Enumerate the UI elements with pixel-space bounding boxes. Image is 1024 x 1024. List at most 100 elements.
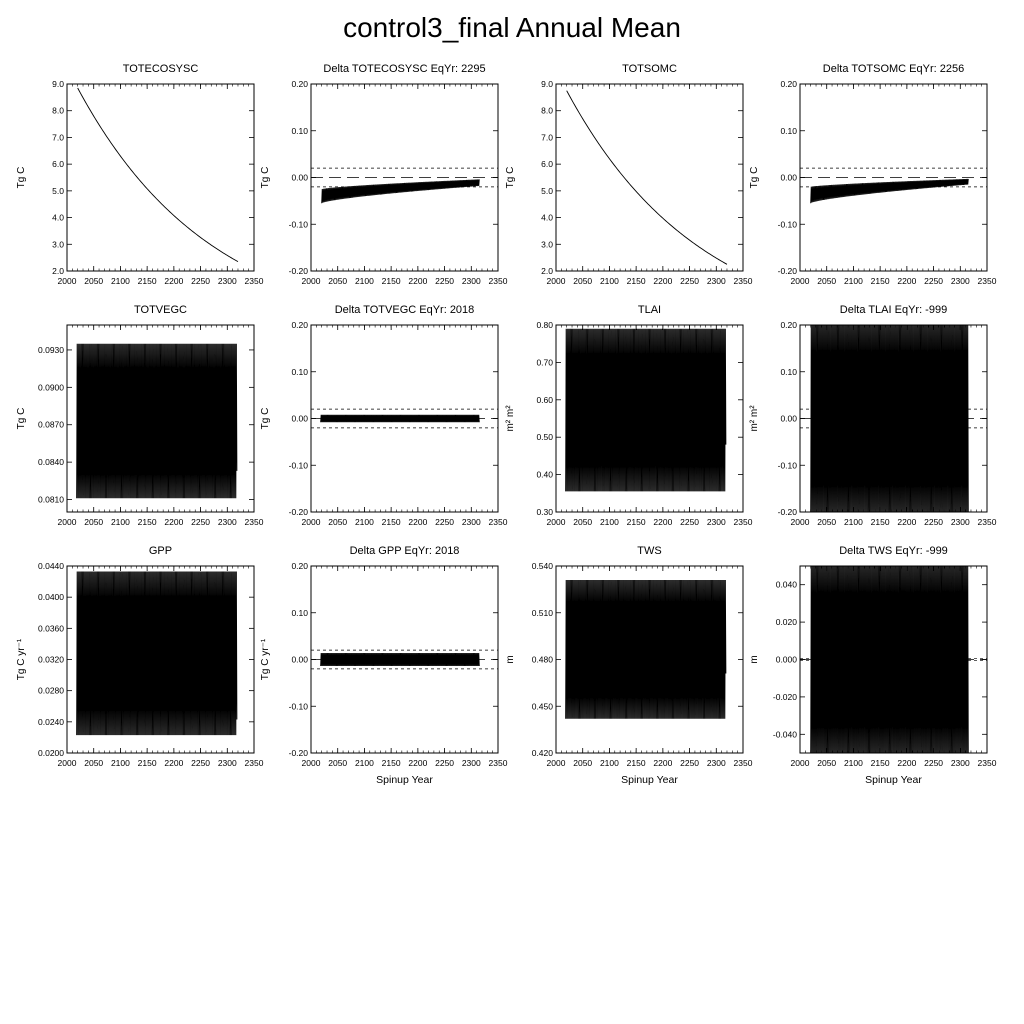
plot-area <box>77 87 239 263</box>
x-tick-label: 2200 <box>408 758 427 768</box>
y-tick-label: 0.20 <box>291 79 308 89</box>
data-series <box>810 566 969 753</box>
x-tick-label: 2150 <box>871 517 890 527</box>
panel-4: TOTVEGC 2000 2050 2100 2150 2200 2250 2300 2350 0… <box>16 304 264 527</box>
y-tick-label: 0.00 <box>291 414 308 424</box>
panel-title: Delta TOTVEGC EqYr: 2018 <box>335 304 475 316</box>
x-tick-label: 2200 <box>164 517 183 527</box>
x-tick-label: 2200 <box>653 517 672 527</box>
y-tick-label: 0.00 <box>291 655 308 665</box>
plot-frame <box>555 83 744 272</box>
data-series <box>810 325 969 512</box>
x-tick-label: 2150 <box>627 517 646 527</box>
x-tick-label: 2250 <box>924 276 943 286</box>
y-axis-label: Tg C <box>16 408 27 430</box>
y-tick-label: -0.20 <box>778 507 798 517</box>
x-tick-label: 2150 <box>627 758 646 768</box>
panel-title: Delta TOTECOSYSC EqYr: 2295 <box>323 63 485 75</box>
x-tick-label: 2100 <box>111 758 130 768</box>
x-tick-label: 2300 <box>707 276 726 286</box>
y-tick-label: 0.040 <box>776 580 798 590</box>
x-tick-label: 2300 <box>462 517 481 527</box>
plot-area <box>565 328 727 492</box>
y-tick-label: 0.20 <box>780 320 797 330</box>
x-axis-label: Spinup Year <box>865 774 922 786</box>
panel-title: GPP <box>149 545 172 557</box>
y-tick-label: 0.0440 <box>38 561 64 571</box>
x-tick-label: 2350 <box>489 758 508 768</box>
x-tick-label: 2000 <box>547 758 566 768</box>
x-tick-label: 2000 <box>547 517 566 527</box>
x-tick-label: 2000 <box>302 758 321 768</box>
x-tick-label: 2300 <box>951 517 970 527</box>
data-series <box>320 652 480 667</box>
x-tick-label: 2350 <box>245 276 264 286</box>
x-tick-label: 2350 <box>734 517 753 527</box>
y-tick-label: 0.0200 <box>38 748 64 758</box>
y-tick-label: 0.10 <box>780 126 797 136</box>
y-tick-label: 7.0 <box>541 132 553 142</box>
x-tick-label: 2350 <box>245 758 264 768</box>
x-tick-label: 2150 <box>382 276 401 286</box>
x-tick-label: 2100 <box>355 517 374 527</box>
panel-7: Delta TLAI EqYr: -999 2000 2050 2100 2150 220… <box>749 304 997 527</box>
y-tick-label: -0.20 <box>289 266 309 276</box>
y-tick-label: 5.0 <box>541 186 553 196</box>
data-series <box>565 328 727 492</box>
x-tick-label: 2100 <box>111 517 130 527</box>
y-tick-label: 4.0 <box>541 213 553 223</box>
x-tick-label: 2100 <box>600 276 619 286</box>
y-tick-label: 0.000 <box>776 655 798 665</box>
panel-11: Delta TWS EqYr: -999 2000 2050 2100 2150 2200… <box>749 545 997 786</box>
x-tick-label: 2200 <box>164 276 183 286</box>
y-axis-label: Tg C <box>505 167 516 189</box>
y-tick-label: 0.00 <box>780 414 797 424</box>
panel-title: Delta TOTSOMC EqYr: 2256 <box>823 63 964 75</box>
x-tick-label: 2150 <box>871 276 890 286</box>
y-tick-label: 2.0 <box>541 266 553 276</box>
y-tick-label: -0.020 <box>773 692 797 702</box>
x-tick-label: 2250 <box>924 758 943 768</box>
x-tick-label: 2250 <box>191 517 210 527</box>
data-series <box>320 414 480 423</box>
x-axis-label: Spinup Year <box>376 774 433 786</box>
data-series <box>565 580 727 719</box>
panel-3: Delta TOTSOMC EqYr: 2256 2000 2050 2100 2150… <box>749 63 997 286</box>
x-tick-label: 2300 <box>218 517 237 527</box>
y-tick-label: 0.60 <box>536 395 553 405</box>
y-tick-label: 0.0930 <box>38 345 64 355</box>
x-tick-label: 2000 <box>302 517 321 527</box>
panel-title: TOTSOMC <box>622 63 677 75</box>
y-tick-label: 0.10 <box>291 608 308 618</box>
y-tick-label: 0.20 <box>291 561 308 571</box>
y-tick-label: 6.0 <box>52 159 64 169</box>
y-axis-label: Tg C yr⁻¹ <box>260 638 271 680</box>
x-tick-label: 2300 <box>707 758 726 768</box>
y-tick-label: 0.0320 <box>38 655 64 665</box>
x-tick-label: 2100 <box>844 758 863 768</box>
x-tick-label: 2150 <box>871 758 890 768</box>
data-series <box>566 90 728 265</box>
x-tick-label: 2050 <box>817 758 836 768</box>
x-tick-label: 2300 <box>707 517 726 527</box>
y-tick-label: 0.20 <box>291 320 308 330</box>
data-series <box>810 178 969 204</box>
y-tick-label: 0.0900 <box>38 382 64 392</box>
y-tick-label: 0.0870 <box>38 420 64 430</box>
y-tick-label: 0.00 <box>780 173 797 183</box>
panel-2: TOTSOMC 2000 2050 2100 2150 2200 2250 2300 2350 2… <box>505 63 753 286</box>
y-tick-label: -0.20 <box>289 507 309 517</box>
y-tick-label: 3.0 <box>541 239 553 249</box>
x-tick-label: 2250 <box>924 517 943 527</box>
x-tick-label: 2050 <box>817 276 836 286</box>
y-tick-label: -0.10 <box>289 460 309 470</box>
y-tick-label: 0.0400 <box>38 592 64 602</box>
plot-area <box>565 580 727 719</box>
y-tick-label: -0.20 <box>289 748 309 758</box>
y-tick-label: 0.0280 <box>38 686 64 696</box>
x-tick-label: 2050 <box>328 276 347 286</box>
x-tick-label: 2100 <box>355 276 374 286</box>
y-tick-label: 8.0 <box>52 106 64 116</box>
panel-title: TOTECOSYSC <box>123 63 199 75</box>
